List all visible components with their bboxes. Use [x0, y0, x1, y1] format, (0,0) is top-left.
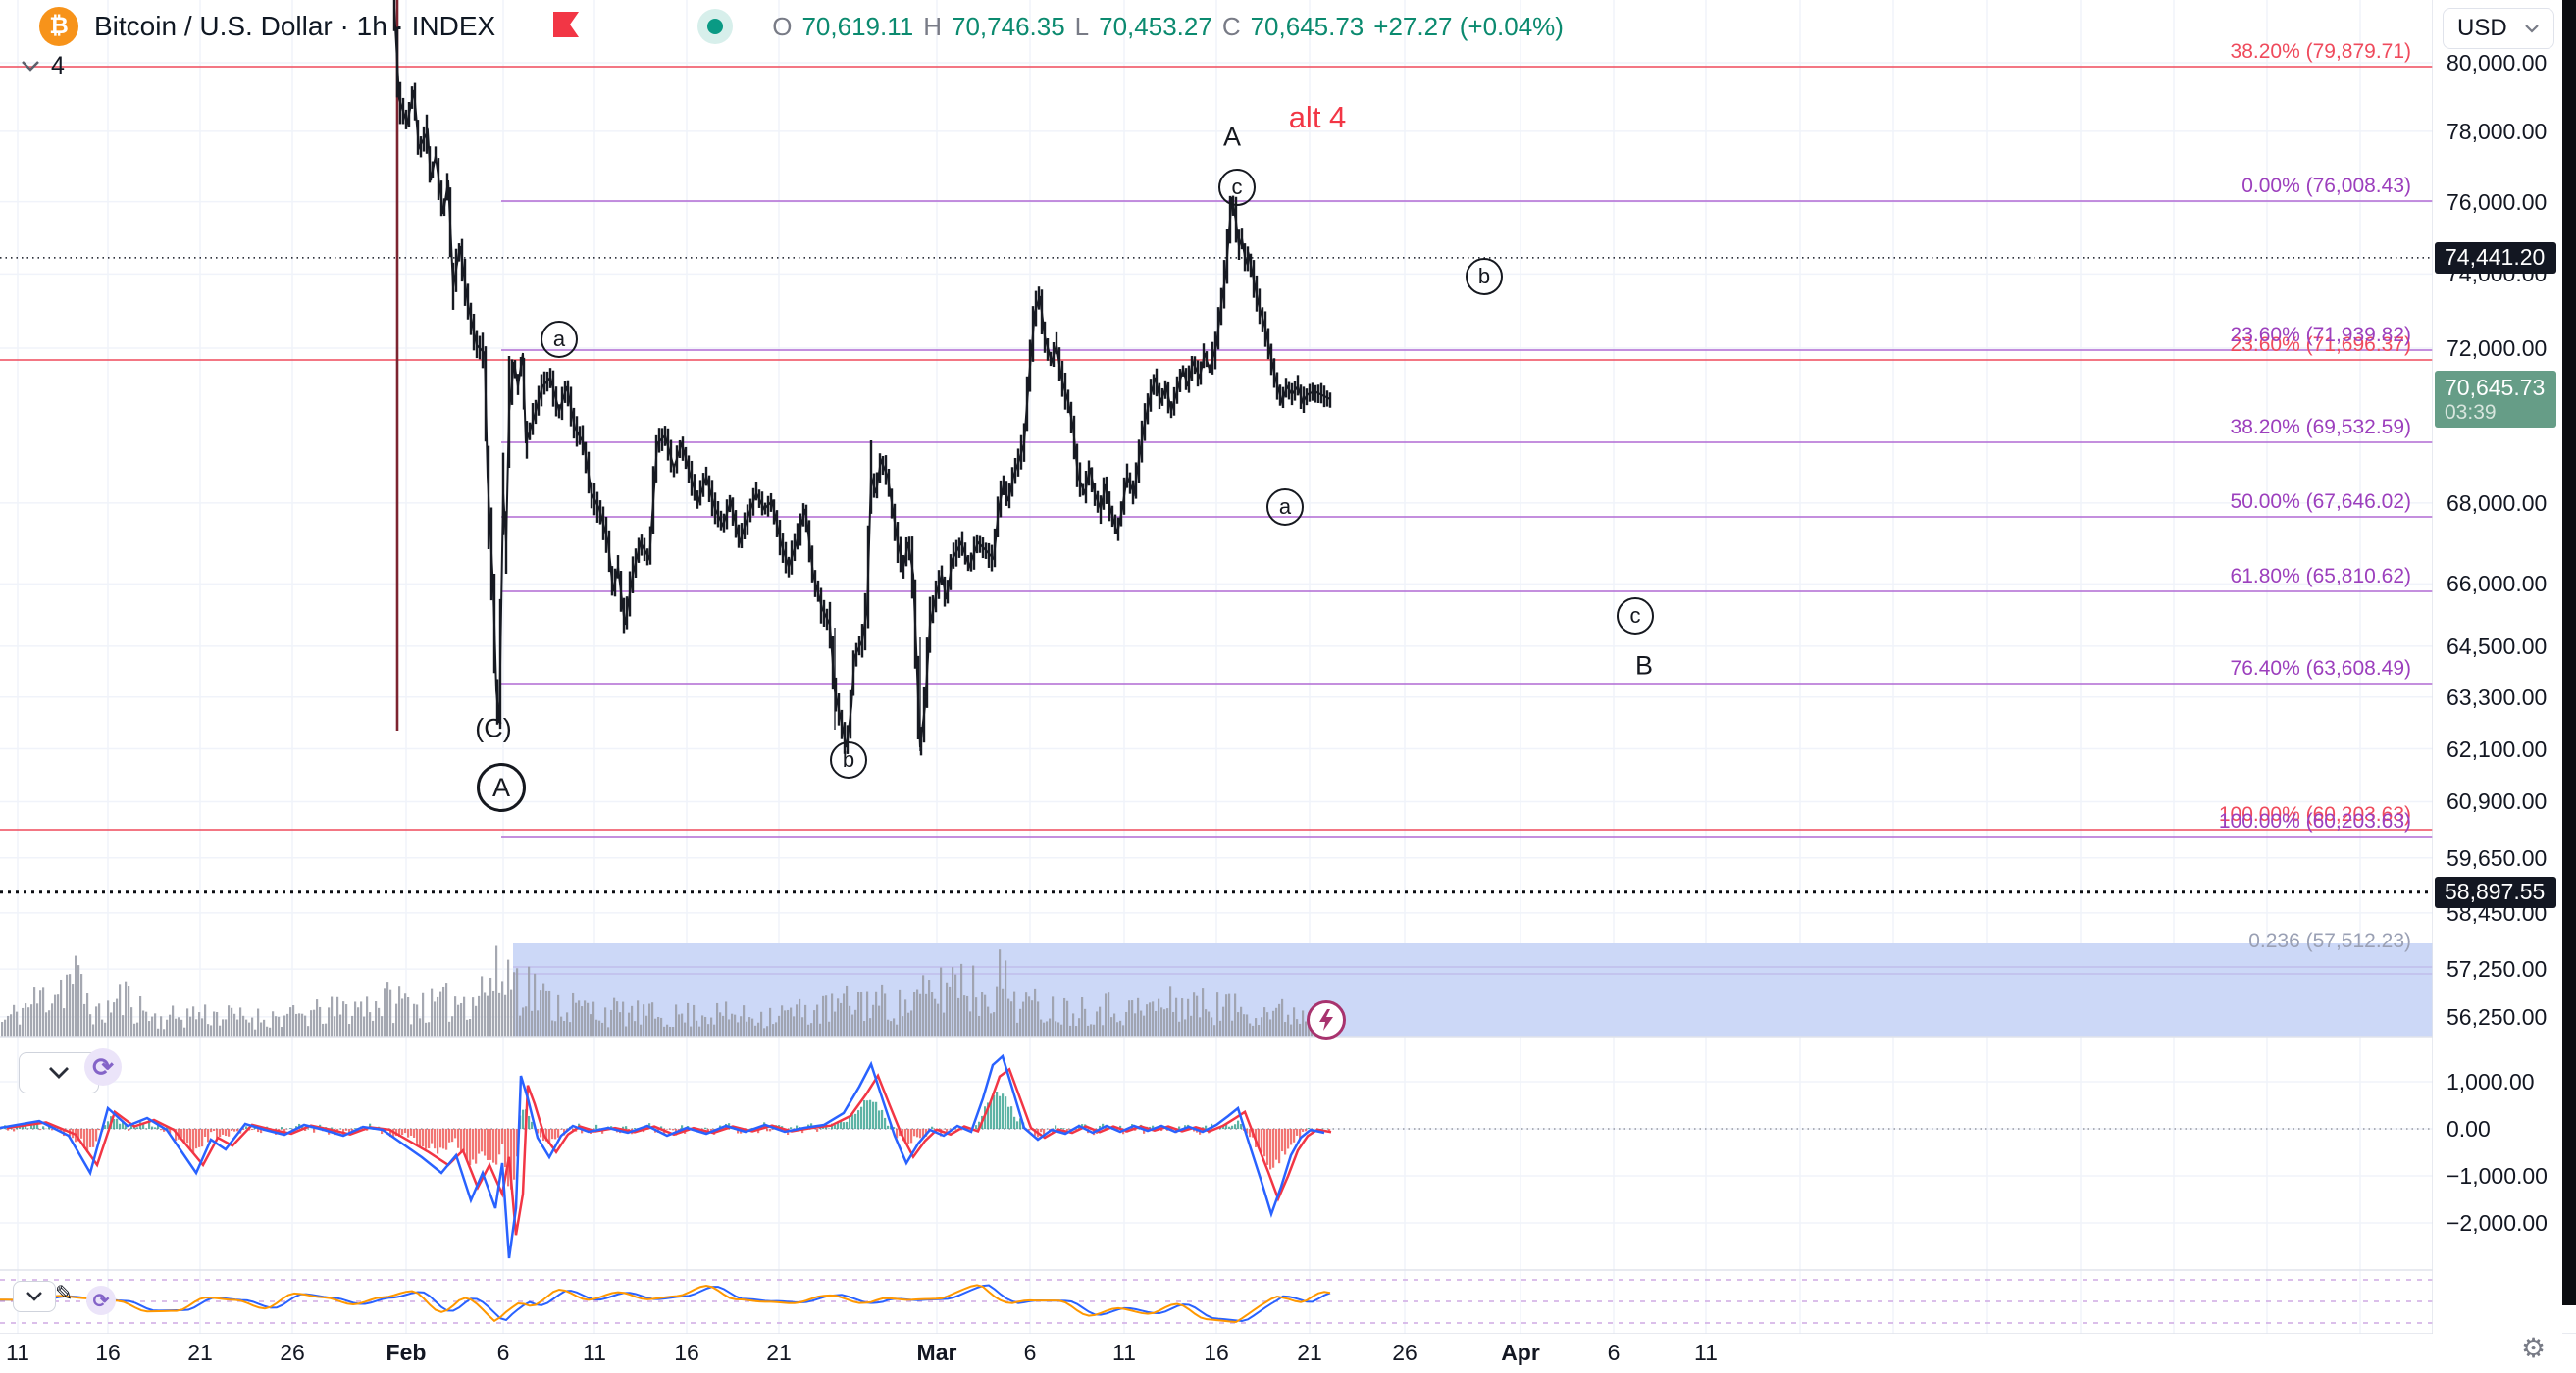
- time-tick-6: 6: [1023, 1340, 1037, 1365]
- price-tick: 68,000.00: [2447, 489, 2548, 516]
- price-tick: 66,000.00: [2447, 571, 2548, 597]
- low-value: 70,453.27: [1099, 11, 1212, 41]
- wave-label-a[interactable]: a: [1266, 488, 1304, 526]
- time-tick-16: 16: [95, 1340, 121, 1365]
- flag-icon[interactable]: [552, 11, 580, 43]
- time-tick-26: 26: [1392, 1340, 1417, 1365]
- indicator-tick: 1,000.00: [2447, 1069, 2535, 1094]
- price-tick: 60,900.00: [2447, 788, 2548, 815]
- wave-label-b[interactable]: b: [1466, 258, 1503, 295]
- chart-legend-header: ₿ Bitcoin / U.S. Dollar · 1h · INDEX O 70…: [39, 0, 1564, 53]
- low-label: L: [1074, 11, 1090, 41]
- price-tick: 63,300.00: [2447, 684, 2548, 710]
- price-tick: 57,250.00: [2447, 956, 2548, 983]
- bar-countdown-timer: 03:39: [2445, 400, 2497, 424]
- time-tick-6: 6: [1607, 1340, 1621, 1365]
- band-osc-refresh-icon[interactable]: ⟳: [86, 1286, 116, 1315]
- lightning-icon[interactable]: [1307, 1000, 1346, 1040]
- price-tick: 59,650.00: [2447, 844, 2548, 871]
- legend-collapse-toggle[interactable]: 4: [20, 51, 65, 80]
- price-tick: 64,500.00: [2447, 633, 2548, 659]
- hidden-indicators-count: 4: [51, 51, 65, 79]
- pen-icon[interactable]: ✎: [55, 1281, 74, 1305]
- close-value: 70,645.73: [1250, 11, 1365, 41]
- bitcoin-logo-icon: ₿: [39, 7, 78, 46]
- fib-red-label[interactable]: 38.20% (79,879.71): [2230, 40, 2411, 63]
- time-tick-11: 11: [1694, 1340, 1718, 1365]
- change-value: +27.27 (+0.04%): [1373, 11, 1564, 41]
- symbol-title[interactable]: Bitcoin / U.S. Dollar · 1h · INDEX: [94, 11, 496, 41]
- fib-purple-label[interactable]: 50.00% (67,646.02): [2230, 490, 2411, 513]
- indicator-tick: 0.00: [2447, 1116, 2491, 1142]
- fib-purple-label[interactable]: 0.00% (76,008.43): [2241, 175, 2411, 197]
- oscillator-refresh-icon[interactable]: ⟳: [84, 1048, 122, 1086]
- alert-price-badge: 74,441.20: [2435, 241, 2556, 274]
- wave-label-b[interactable]: b: [830, 741, 867, 779]
- price-axis[interactable]: USD 80,000.00 78,000.00 76,000.00 74,000.00…: [2433, 0, 2562, 1334]
- wave-label-c[interactable]: c: [1617, 597, 1654, 635]
- price-tick: 62,100.00: [2447, 736, 2548, 762]
- market-status-dot-icon: [697, 9, 734, 44]
- wave-label-C[interactable]: (C): [475, 713, 512, 743]
- wave-label-A[interactable]: A: [1222, 122, 1242, 152]
- band-osc-collapse-button[interactable]: [13, 1281, 56, 1312]
- fib-purple-label[interactable]: 38.20% (69,532.59): [2230, 416, 2411, 438]
- time-tick-11: 11: [583, 1340, 606, 1365]
- wave-label-a[interactable]: a: [541, 321, 578, 358]
- price-tick: 80,000.00: [2447, 50, 2548, 76]
- fib-purple-label[interactable]: 76.40% (63,608.49): [2230, 657, 2411, 680]
- time-axis[interactable]: 11 16 21 26 Feb 6 11 16 21 Mar 6 11 16 21 26 Apr 6 11: [0, 1334, 2576, 1373]
- fib-purple-label[interactable]: 23.60% (71,939.82): [2230, 324, 2411, 346]
- price-tick: 76,000.00: [2447, 188, 2548, 215]
- time-tick-11: 11: [1112, 1340, 1136, 1365]
- chevron-down-icon: [49, 1067, 69, 1079]
- last-price-badge: 70,645.73 03:39: [2435, 371, 2556, 429]
- fib-purple-label[interactable]: 61.80% (65,810.62): [2230, 565, 2411, 587]
- time-tick-21: 21: [766, 1340, 792, 1365]
- fib-red-label[interactable]: 23.60% (71,696.37): [2230, 333, 2411, 356]
- time-tick-16: 16: [1204, 1340, 1229, 1365]
- time-tick-Apr: Apr: [1501, 1340, 1540, 1365]
- time-tick-26: 26: [280, 1340, 305, 1365]
- ohlc-readout: O 70,619.11 H 70,746.35 L 70,453.27 C 70,645…: [772, 12, 1564, 42]
- chevron-down-icon: [26, 1292, 42, 1301]
- price-tick: 56,250.00: [2447, 1003, 2548, 1030]
- wave-label-alt4[interactable]: alt 4: [1288, 100, 1347, 134]
- faint-fib-label[interactable]: 0.236 (57,512.23): [2248, 930, 2411, 952]
- time-tick-21: 21: [187, 1340, 213, 1365]
- indicator-tick: −1,000.00: [2447, 1163, 2548, 1189]
- wave-label-B[interactable]: B: [1634, 650, 1654, 681]
- time-tick-Feb: Feb: [386, 1340, 427, 1365]
- time-tick-Mar: Mar: [916, 1340, 957, 1365]
- time-tick-16: 16: [674, 1340, 699, 1365]
- chevron-down-icon: [2525, 25, 2539, 33]
- high-value: 70,746.35: [952, 11, 1065, 41]
- indicator-tick: −2,000.00: [2447, 1210, 2548, 1236]
- wave-label-c[interactable]: c: [1218, 169, 1256, 206]
- time-tick-11: 11: [6, 1340, 29, 1365]
- currency-selector-button[interactable]: USD: [2443, 8, 2554, 49]
- fib-red-label[interactable]: 100.00% (60,203.63): [2218, 803, 2411, 826]
- high-label: H: [923, 11, 942, 41]
- time-tick-6: 6: [496, 1340, 510, 1365]
- gear-icon[interactable]: ⚙: [2521, 1333, 2547, 1363]
- fib-purple-label[interactable]: 100.00% (60,203.63): [2218, 810, 2411, 833]
- currency-label: USD: [2457, 15, 2507, 41]
- chevron-down-icon: [22, 61, 39, 72]
- time-tick-21: 21: [1297, 1340, 1322, 1365]
- close-label: C: [1221, 11, 1241, 41]
- open-label: O: [772, 11, 793, 41]
- wave-label-A[interactable]: A: [477, 763, 526, 812]
- price-tick: 78,000.00: [2447, 118, 2548, 144]
- right-scrollbar[interactable]: [2562, 0, 2576, 1305]
- alert-price-badge: 58,897.55: [2435, 876, 2556, 908]
- open-value: 70,619.11: [801, 11, 914, 41]
- price-tick: 72,000.00: [2447, 335, 2548, 361]
